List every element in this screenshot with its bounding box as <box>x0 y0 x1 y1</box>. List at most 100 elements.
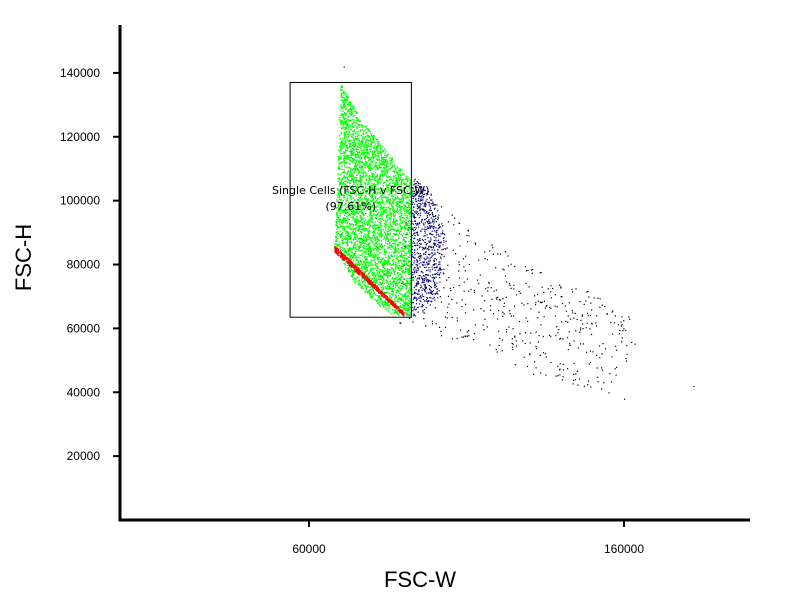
data-point-high-width <box>415 198 417 200</box>
data-point-single-cells <box>360 286 362 288</box>
data-point-high-width <box>423 205 425 207</box>
data-point-high-width <box>423 289 425 291</box>
data-point-high-width <box>424 230 426 232</box>
data-point-single-cells <box>364 284 366 286</box>
data-point-outliers <box>441 269 443 271</box>
data-point-high-width <box>435 227 437 229</box>
data-point-high-width <box>412 255 414 258</box>
data-point-high-width <box>418 195 420 197</box>
data-point-single-cells <box>389 226 391 228</box>
data-point-single-cells <box>355 247 357 249</box>
data-point-high-width <box>422 194 424 196</box>
data-point-single-cells <box>381 169 383 172</box>
data-point-single-cells <box>347 234 349 236</box>
data-point-outliers <box>598 345 601 347</box>
data-point-single-cells <box>376 302 378 304</box>
data-point-outliers <box>628 316 630 318</box>
data-point-high-width <box>418 182 420 185</box>
data-point-single-cells <box>408 177 410 180</box>
data-point-single-cells <box>388 261 390 263</box>
data-point-high-width <box>425 251 427 254</box>
data-point-outliers <box>492 253 494 255</box>
data-point-high-width <box>419 255 421 257</box>
data-point-high-width <box>429 222 431 224</box>
data-point-high-width <box>414 297 416 299</box>
data-point-high-width <box>426 297 429 299</box>
data-point-single-cells <box>348 225 351 227</box>
data-point-high-width <box>417 261 419 263</box>
data-point-high-width <box>427 228 429 230</box>
data-point-single-cells <box>335 243 337 245</box>
data-point-single-cells <box>390 189 393 191</box>
data-point-outliers <box>485 288 487 290</box>
data-point-high-width <box>413 206 415 208</box>
data-point-outliers <box>400 322 402 324</box>
data-point-single-cells <box>407 227 409 229</box>
data-point-high-width <box>424 212 426 214</box>
data-point-high-width <box>413 229 415 232</box>
data-point-single-cells <box>394 300 397 302</box>
data-point-outliers <box>596 354 598 356</box>
data-point-single-cells <box>399 177 401 179</box>
data-point-high-width <box>418 222 420 224</box>
data-point-single-cells <box>342 240 344 242</box>
data-point-outliers <box>459 222 461 224</box>
data-point-outliers <box>503 269 505 271</box>
data-point-outliers <box>435 273 438 275</box>
data-point-outliers <box>435 237 437 239</box>
data-point-outliers <box>449 287 451 289</box>
data-point-single-cells <box>358 126 361 128</box>
data-point-outliers <box>535 304 537 306</box>
data-point-outliers <box>560 296 562 298</box>
data-point-outliers <box>622 330 624 332</box>
data-point-outliers <box>550 307 552 309</box>
data-point-high-width <box>438 214 440 216</box>
data-point-outliers <box>512 348 514 351</box>
data-point-single-cells <box>341 187 343 189</box>
data-point-high-width <box>415 200 418 203</box>
data-point-outliers <box>595 322 597 324</box>
data-point-high-width <box>426 211 428 213</box>
data-point-outliers <box>433 221 435 223</box>
data-point-high-width <box>413 195 415 197</box>
data-point-single-cells <box>351 147 353 149</box>
data-point-high-width <box>431 203 433 205</box>
data-point-high-width <box>438 241 440 244</box>
data-point-outliers <box>561 302 564 305</box>
data-point-single-cells <box>391 185 393 187</box>
data-point-high-width <box>435 229 437 232</box>
data-point-single-cells <box>381 152 383 154</box>
data-point-single-cells <box>353 182 355 184</box>
data-point-outliers <box>537 341 539 343</box>
data-point-outliers <box>468 330 470 332</box>
data-point-high-width <box>431 293 433 296</box>
data-point-single-cells <box>361 218 363 220</box>
data-point-single-cells <box>363 267 366 269</box>
data-point-single-cells <box>385 285 387 288</box>
data-point-high-width <box>413 257 416 259</box>
data-point-outliers <box>401 283 403 285</box>
data-point-single-cells <box>410 288 412 290</box>
data-point-single-cells <box>374 229 376 231</box>
data-point-high-width <box>438 245 440 247</box>
data-point-high-width <box>418 263 420 265</box>
data-point-high-width <box>421 277 423 279</box>
data-point-single-cells <box>397 210 400 212</box>
data-point-outliers <box>535 302 537 304</box>
data-point-high-width <box>431 234 433 236</box>
data-point-outliers <box>473 339 475 341</box>
data-point-high-width <box>422 288 424 290</box>
data-point-outliers <box>529 342 531 344</box>
data-point-high-width <box>429 241 432 243</box>
data-point-high-width <box>432 246 434 248</box>
data-point-single-cells <box>364 279 366 282</box>
data-point-high-width <box>416 261 418 263</box>
data-point-high-width <box>416 259 418 261</box>
data-point-high-width <box>431 212 433 214</box>
data-point-outliers <box>539 272 541 274</box>
data-point-high-width <box>433 273 435 275</box>
data-point-single-cells <box>400 255 402 257</box>
data-point-outliers <box>588 363 590 365</box>
data-point-outliers <box>489 344 491 346</box>
data-point-single-cells <box>341 225 343 227</box>
